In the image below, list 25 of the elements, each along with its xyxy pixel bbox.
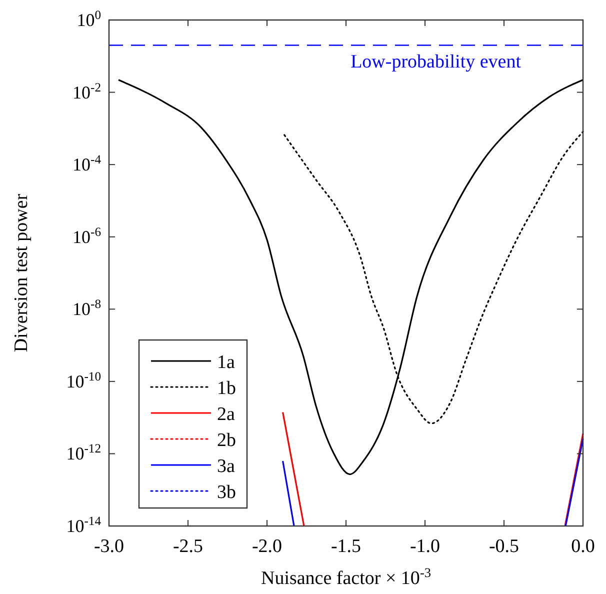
y-tick-label: 10$^{0}$ <box>76 8 101 30</box>
x-tick-label: -1.0 <box>410 536 440 557</box>
y-tick-label: 10$^{-2}$ <box>72 80 101 102</box>
y-tick-label: 10$^{-4}$ <box>72 152 102 175</box>
legend-label: 3a <box>217 456 236 477</box>
line-series <box>118 79 584 476</box>
y-tick-label: 10$^{-12}$ <box>66 442 101 464</box>
y-tick-label: 10$^{-6}$ <box>72 224 101 247</box>
legend-label: 2b <box>217 430 236 451</box>
legend-label: 2a <box>217 404 236 425</box>
ref-line-label: Low-probability event <box>350 51 522 72</box>
legend-label: 1b <box>217 378 236 399</box>
legend-label: 1a <box>217 352 236 373</box>
x-tick-label: -3.0 <box>94 536 124 557</box>
y-tick-label: 10$^{-14}$ <box>66 514 102 536</box>
y-tick-label: 10$^{-8}$ <box>72 297 101 320</box>
x-axis-title: Nuisance factor × 10$^{-3}$ <box>260 564 432 589</box>
x-tick-label: -1.5 <box>330 536 362 557</box>
y-tick-label: 10$^{-10}$ <box>66 369 101 392</box>
x-tick-label: -0.5 <box>488 536 520 557</box>
x-tick-label: -2.0 <box>252 536 282 557</box>
y-axis-title: Diversion test power <box>11 193 32 352</box>
x-tick-label: -2.5 <box>172 536 204 557</box>
legend-label: 3b <box>217 482 236 503</box>
x-tick-label: 0.0 <box>571 536 595 557</box>
